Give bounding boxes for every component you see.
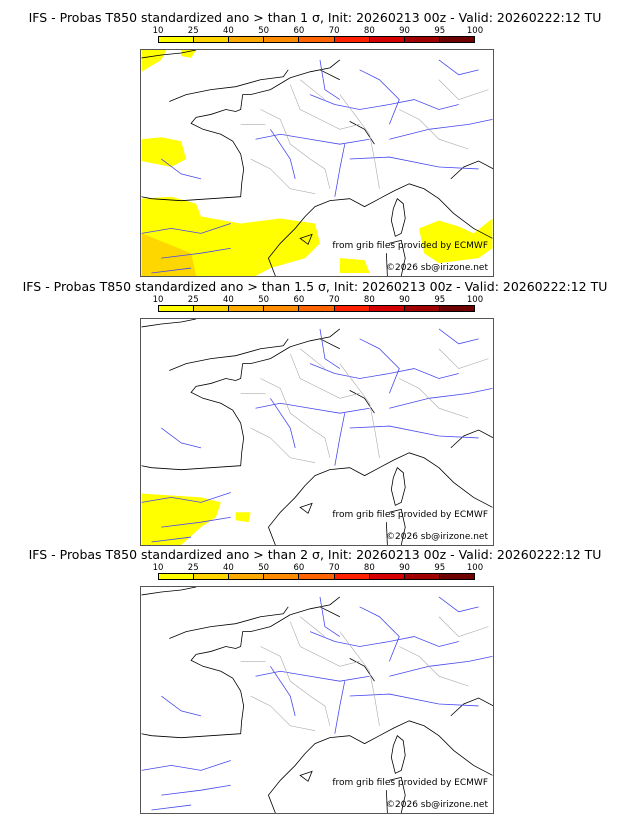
colorbar-tick: 95: [434, 563, 446, 573]
source-credit: from grib files provided by ECMWF: [332, 241, 488, 251]
colorbar-tick: 40: [223, 26, 234, 36]
copyright: ©2026 sb@irizone.net: [386, 263, 488, 273]
colorbar-tick: 60: [293, 26, 305, 36]
europe-map: [141, 587, 493, 813]
map-panel: IFS - Probas T850 standardized ano > tha…: [0, 269, 630, 546]
europe-map: [141, 319, 493, 545]
colorbar: 10 25 40 50 60 70 80 90 95 100: [153, 26, 483, 45]
colorbar-tick: 10: [152, 563, 164, 573]
colorbar-tick: 60: [293, 295, 305, 305]
colorbar-cell: [299, 306, 335, 311]
colorbar-tick: 95: [434, 26, 446, 36]
colorbar-tick: 10: [152, 26, 164, 36]
colorbar-cell: [264, 306, 300, 311]
colorbar-cell: [404, 574, 440, 579]
colorbar-tick: 100: [466, 295, 484, 305]
colorbar-cell: [369, 574, 405, 579]
colorbar-tick: 90: [399, 563, 410, 573]
map-area: from grib files provided by ECMWF ©2026 …: [140, 318, 494, 546]
europe-map: [141, 50, 493, 276]
colorbar-tick: 50: [258, 26, 270, 36]
colorbar-tick: 70: [328, 26, 340, 36]
colorbar-tick: 40: [223, 563, 234, 573]
colorbar-cell: [194, 37, 230, 42]
colorbar-cell: [334, 574, 370, 579]
map-panel: IFS - Probas T850 standardized ano > tha…: [0, 537, 630, 814]
colorbar-cell: [369, 37, 405, 42]
colorbar-tick: 10: [152, 295, 164, 305]
source-credit: from grib files provided by ECMWF: [332, 510, 488, 520]
colorbar-cell: [159, 574, 195, 579]
colorbar-tick: 60: [293, 563, 305, 573]
colorbar-tick: 80: [363, 563, 375, 573]
colorbar-cell: [404, 306, 440, 311]
colorbar: 10 25 40 50 60 70 80 90 95 100: [153, 563, 483, 582]
colorbar-cell: [404, 37, 440, 42]
colorbar-tick: 70: [328, 295, 340, 305]
colorbar-tick: 70: [328, 563, 340, 573]
copyright: ©2026 sb@irizone.net: [386, 532, 488, 542]
colorbar-tick: 40: [223, 295, 234, 305]
colorbar-cell: [369, 306, 405, 311]
colorbar-cell: [229, 574, 265, 579]
colorbar-cell: [194, 306, 230, 311]
map-title: IFS - Probas T850 standardized ano > tha…: [28, 547, 602, 562]
colorbar: 10 25 40 50 60 70 80 90 95 100: [153, 295, 483, 314]
colorbar-tick: 95: [434, 295, 446, 305]
source-credit: from grib files provided by ECMWF: [332, 778, 488, 788]
colorbar-tick: 90: [399, 295, 410, 305]
colorbar-cell: [264, 574, 300, 579]
colorbar-tick: 25: [187, 295, 199, 305]
map-title: IFS - Probas T850 standardized ano > tha…: [28, 10, 602, 25]
colorbar-tick: 100: [466, 26, 484, 36]
colorbar-cell: [299, 37, 335, 42]
colorbar-tick: 50: [258, 295, 270, 305]
colorbar-cell: [439, 37, 474, 42]
colorbar-cell: [159, 37, 195, 42]
colorbar-cell: [334, 306, 370, 311]
copyright: ©2026 sb@irizone.net: [386, 800, 488, 810]
colorbar-tick: 100: [466, 563, 484, 573]
map-title: IFS - Probas T850 standardized ano > tha…: [22, 279, 608, 294]
colorbar-tick: 80: [363, 295, 375, 305]
colorbar-cell: [264, 37, 300, 42]
colorbar-cell: [229, 37, 265, 42]
map-area: from grib files provided by ECMWF ©2026 …: [140, 586, 494, 814]
colorbar-tick: 90: [399, 26, 410, 36]
colorbar-cell: [299, 574, 335, 579]
map-area: from grib files provided by ECMWF ©2026 …: [140, 49, 494, 277]
colorbar-tick: 25: [187, 563, 199, 573]
colorbar-cell: [439, 306, 474, 311]
colorbar-tick: 50: [258, 563, 270, 573]
colorbar-cell: [159, 306, 195, 311]
colorbar-cell: [229, 306, 265, 311]
colorbar-tick: 80: [363, 26, 375, 36]
colorbar-cell: [194, 574, 230, 579]
colorbar-tick: 25: [187, 26, 199, 36]
colorbar-cell: [439, 574, 474, 579]
colorbar-cell: [334, 37, 370, 42]
map-panel: IFS - Probas T850 standardized ano > tha…: [0, 0, 630, 277]
